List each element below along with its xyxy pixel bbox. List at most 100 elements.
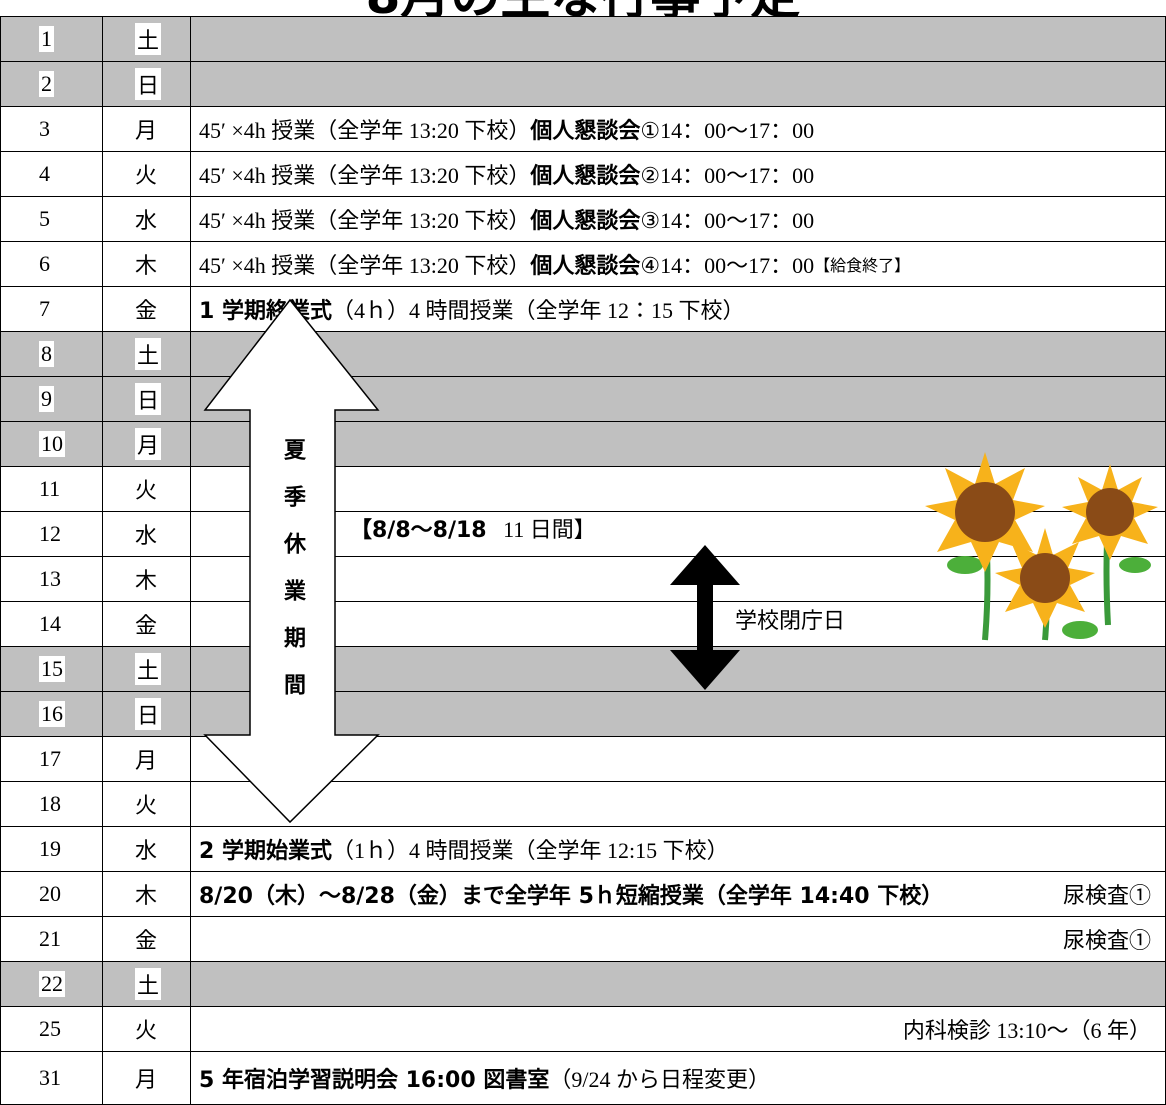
day-cell: 土 bbox=[103, 17, 191, 61]
date: 18 bbox=[39, 791, 61, 816]
weekday: 火 bbox=[135, 478, 158, 503]
table-row: 31 月 5 年宿泊学習説明会 16:00 図書室 （9/24 から日程変更） bbox=[0, 1051, 1166, 1105]
day-cell: 月 bbox=[103, 107, 191, 151]
day-cell: 日 bbox=[103, 62, 191, 106]
weekday: 木 bbox=[135, 253, 158, 278]
date-cell: 25 bbox=[0, 1007, 103, 1051]
date: 4 bbox=[39, 161, 50, 186]
content-cell: 45′ ×4h 授業（全学年 13:20 下校） 個人懇談会 ④14：00～17：0… bbox=[191, 242, 1166, 286]
day-cell: 土 bbox=[103, 332, 191, 376]
date: 10 bbox=[39, 431, 65, 457]
table-row: 16 日 bbox=[0, 691, 1166, 736]
date-cell: 8 bbox=[0, 332, 103, 376]
weekday: 月 bbox=[135, 118, 158, 143]
weekday: 月 bbox=[135, 748, 158, 773]
event-text: 1 学期終業式 bbox=[199, 299, 332, 324]
day-cell: 水 bbox=[103, 512, 191, 556]
table-row: 3 月 45′ ×4h 授業（全学年 13:20 下校） 個人懇談会 ①14：00～17… bbox=[0, 106, 1166, 151]
weekday: 火 bbox=[135, 163, 158, 188]
content-cell: 45′ ×4h 授業（全学年 13:20 下校） 個人懇談会 ③14：00～17：0… bbox=[191, 197, 1166, 241]
event-text: 45′ ×4h 授業（全学年 13:20 下校） bbox=[199, 253, 531, 278]
date-cell: 9 bbox=[0, 377, 103, 421]
date-cell: 15 bbox=[0, 647, 103, 691]
event-text: 45′ ×4h 授業（全学年 13:20 下校） bbox=[199, 118, 531, 143]
vacation-label: 夏季休業期間 bbox=[280, 438, 305, 720]
date-cell: 3 bbox=[0, 107, 103, 151]
weekday: 日 bbox=[135, 68, 162, 100]
date-cell: 14 bbox=[0, 602, 103, 646]
table-row: 21 金 尿検査① bbox=[0, 916, 1166, 961]
date: 7 bbox=[39, 296, 50, 321]
vacation-arrow bbox=[203, 298, 380, 824]
weekday: 金 bbox=[135, 298, 158, 323]
event-text: 【給食終了】 bbox=[814, 258, 911, 275]
date: 1 bbox=[39, 26, 54, 52]
content-cell: 8/20（木）～8/28（金）まで全学年 5ｈ短縮授業（全学年 14:40 下校… bbox=[191, 872, 1166, 916]
table-row: 6 木 45′ ×4h 授業（全学年 13:20 下校） 個人懇談会 ④14：00～17… bbox=[0, 241, 1166, 286]
weekday: 日 bbox=[135, 698, 162, 730]
closure-label: 学校閉庁日 bbox=[735, 608, 846, 633]
table-row: 10 月 bbox=[0, 421, 1166, 466]
event-text: ④14：00～17：00 bbox=[640, 253, 815, 278]
date: 14 bbox=[39, 611, 61, 636]
date: 3 bbox=[39, 116, 50, 141]
date-cell: 13 bbox=[0, 557, 103, 601]
weekday: 月 bbox=[135, 428, 162, 460]
weekday: 金 bbox=[135, 613, 158, 638]
table-row: 17 月 bbox=[0, 736, 1166, 781]
table-row: 15 土 bbox=[0, 646, 1166, 691]
day-cell: 日 bbox=[103, 377, 191, 421]
date: 6 bbox=[39, 251, 50, 276]
day-cell: 金 bbox=[103, 602, 191, 646]
date-cell: 6 bbox=[0, 242, 103, 286]
event-text: 5 年宿泊学習説明会 16:00 図書室 bbox=[199, 1068, 550, 1093]
day-cell: 金 bbox=[103, 287, 191, 331]
content-cell: 45′ ×4h 授業（全学年 13:20 下校） 個人懇談会 ①14：00～17：0… bbox=[191, 107, 1166, 151]
event-text: 個人懇談会 bbox=[530, 209, 641, 234]
day-cell: 火 bbox=[103, 152, 191, 196]
weekday: 日 bbox=[135, 383, 162, 415]
weekday: 土 bbox=[135, 653, 162, 685]
event-text: ②14：00～17：00 bbox=[640, 163, 815, 188]
table-row: 20 木 8/20（木）～8/28（金）まで全学年 5ｈ短縮授業（全学年 14:40… bbox=[0, 871, 1166, 916]
date: 11 bbox=[39, 476, 61, 501]
table-row: 12 水 bbox=[0, 511, 1166, 556]
sunflowers bbox=[925, 452, 1158, 641]
closure-arrow bbox=[670, 545, 740, 690]
content-cell: 1 学期終業式 （4ｈ）4 時間授業（全学年 12：15 下校） bbox=[191, 287, 1166, 331]
date-cell: 17 bbox=[0, 737, 103, 781]
date-cell: 16 bbox=[0, 692, 103, 736]
range-bold: 【8/8～8/18 bbox=[350, 518, 487, 543]
date-cell: 1 bbox=[0, 17, 103, 61]
date: 16 bbox=[39, 701, 65, 727]
date-cell: 10 bbox=[0, 422, 103, 466]
date-cell: 4 bbox=[0, 152, 103, 196]
content-cell: 5 年宿泊学習説明会 16:00 図書室 （9/24 から日程変更） bbox=[191, 1052, 1166, 1104]
content-cell: 2 学期始業式 （1ｈ）4 時間授業（全学年 12:15 下校） bbox=[191, 827, 1166, 871]
event-text: 個人懇談会 bbox=[530, 119, 641, 144]
table-row: 4 火 45′ ×4h 授業（全学年 13:20 下校） 個人懇談会 ②14：00～17… bbox=[0, 151, 1166, 196]
date-cell: 22 bbox=[0, 962, 103, 1006]
weekday: 月 bbox=[135, 1067, 158, 1092]
day-cell: 月 bbox=[103, 737, 191, 781]
event-text: （9/24 から日程変更） bbox=[549, 1067, 770, 1092]
date: 25 bbox=[39, 1016, 61, 1041]
event-text: 45′ ×4h 授業（全学年 13:20 下校） bbox=[199, 163, 531, 188]
table-row: 14 金 bbox=[0, 601, 1166, 646]
weekday: 火 bbox=[135, 1018, 158, 1043]
date-cell: 20 bbox=[0, 872, 103, 916]
day-cell: 火 bbox=[103, 1007, 191, 1051]
date: 21 bbox=[39, 926, 61, 951]
date: 31 bbox=[39, 1065, 61, 1090]
date-cell: 5 bbox=[0, 197, 103, 241]
date: 13 bbox=[39, 566, 61, 591]
date: 2 bbox=[39, 71, 54, 97]
event-text: （4ｈ）4 時間授業（全学年 12：15 下校） bbox=[331, 298, 745, 323]
day-cell: 火 bbox=[103, 467, 191, 511]
